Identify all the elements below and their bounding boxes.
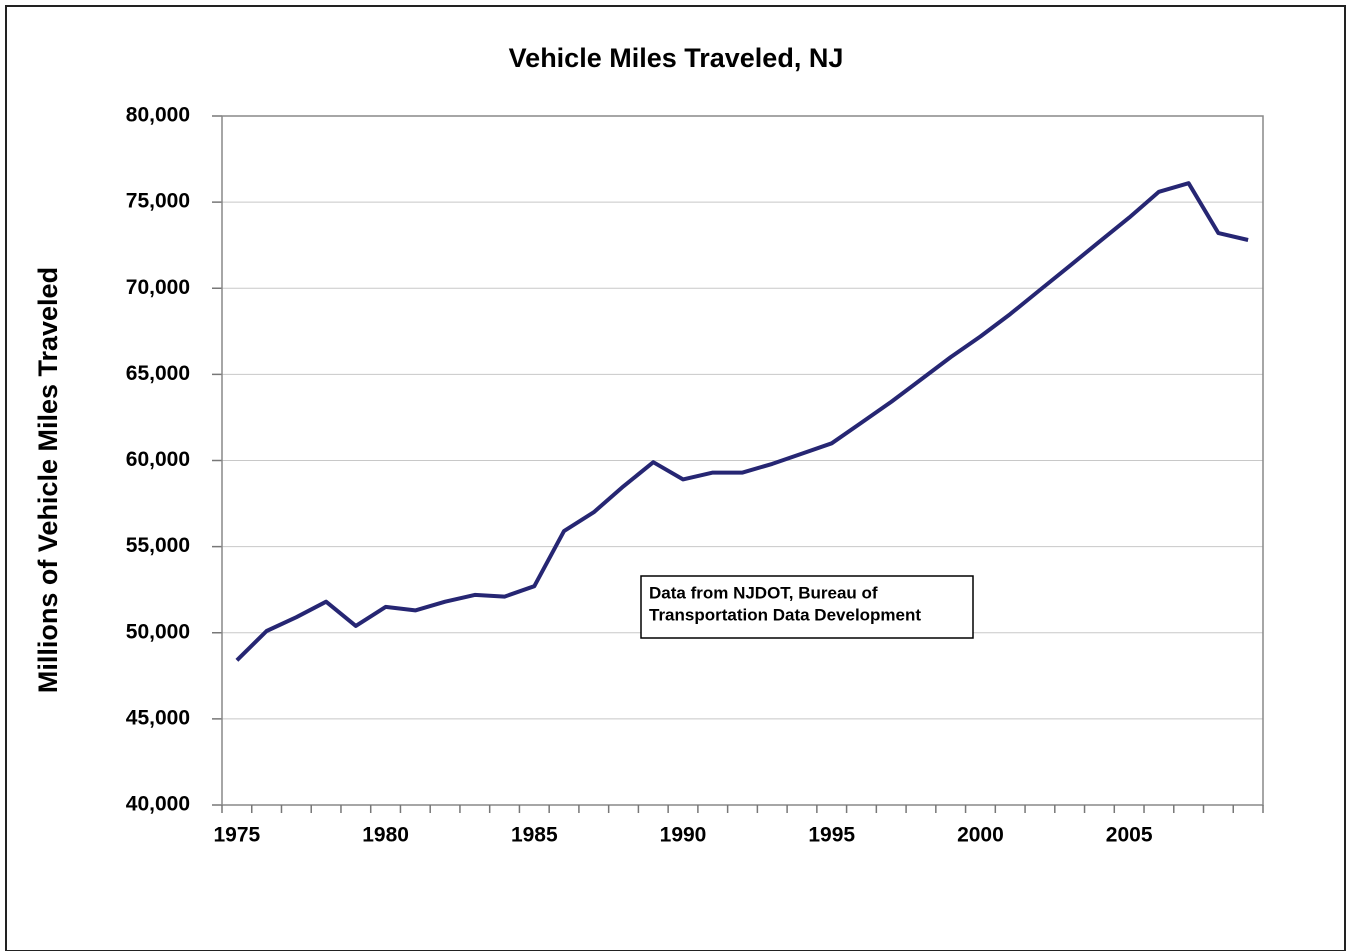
x-tick-label: 1985	[511, 824, 558, 847]
y-tick-label: 70,000	[126, 276, 190, 299]
chart-frame	[5, 5, 1346, 951]
y-tick-label: 60,000	[126, 448, 190, 471]
annotation-text: Transportation Data Development	[649, 605, 921, 624]
x-tick-label: 1975	[214, 824, 261, 847]
y-tick-label: 75,000	[126, 190, 190, 213]
x-tick-label: 2005	[1106, 824, 1153, 847]
y-tick-label: 80,000	[126, 104, 190, 127]
plot-border	[221, 115, 1264, 806]
y-axis-label: Millions of Vehicle Miles Traveled	[33, 267, 63, 693]
annotation-box	[640, 575, 974, 639]
x-tick-label: 2000	[957, 824, 1004, 847]
x-tick-label: 1995	[808, 824, 855, 847]
x-tick-label: 1990	[660, 824, 707, 847]
chart-title: Vehicle Miles Traveled, NJ	[509, 43, 844, 73]
y-tick-label: 55,000	[126, 534, 190, 557]
y-tick-label: 45,000	[126, 706, 190, 729]
y-tick-label: 65,000	[126, 362, 190, 385]
annotation-text: Data from NJDOT, Bureau of	[649, 583, 878, 602]
x-tick-label: 1980	[362, 824, 409, 847]
data-line	[235, 181, 1249, 662]
y-tick-label: 50,000	[126, 620, 190, 643]
y-tick-label: 40,000	[126, 793, 190, 816]
